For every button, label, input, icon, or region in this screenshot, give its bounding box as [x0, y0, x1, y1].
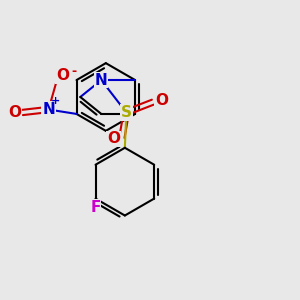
Text: O: O	[107, 131, 120, 146]
Text: +: +	[50, 96, 60, 106]
Text: N: N	[42, 102, 55, 117]
Text: O: O	[56, 68, 69, 83]
Text: O: O	[155, 93, 168, 108]
Text: S: S	[121, 105, 132, 120]
Text: -: -	[71, 65, 76, 78]
Text: O: O	[8, 105, 21, 120]
Text: N: N	[95, 73, 108, 88]
Text: F: F	[90, 200, 101, 215]
